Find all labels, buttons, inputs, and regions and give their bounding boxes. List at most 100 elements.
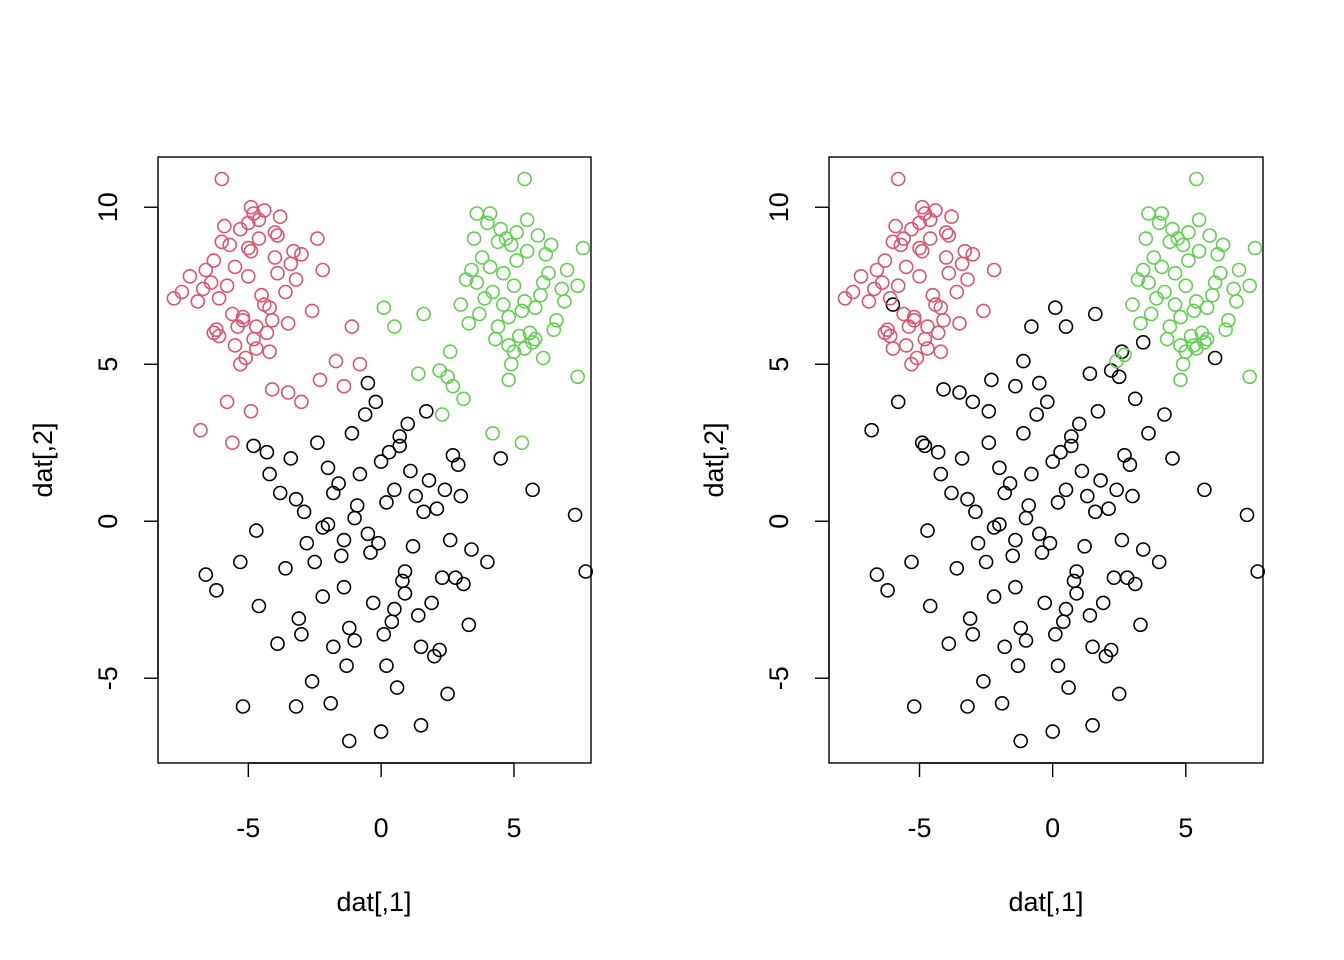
point-left-group2-25 — [225, 306, 240, 322]
point-left-group1-24 — [400, 416, 416, 432]
point-left-group3-19 — [533, 287, 548, 303]
point-left-group3-51 — [387, 319, 402, 334]
point-right-group1-98 — [952, 385, 967, 400]
point-left-group1-4 — [360, 526, 376, 542]
point-left-group3-55 — [442, 344, 458, 360]
point-left-group2-57 — [280, 385, 296, 400]
point-left-group3-43 — [557, 294, 572, 309]
point-right-group1-40 — [922, 598, 938, 614]
point-right-group3-16 — [1154, 259, 1170, 275]
point-right-group3-42 — [1125, 297, 1140, 312]
point-right-group1-114 — [1135, 334, 1151, 350]
point-right-group3-48 — [1138, 231, 1154, 246]
point-right-group1-88 — [1119, 570, 1135, 586]
point-left-group1-58 — [363, 545, 378, 560]
x-axis-right: -5 0 5 — [908, 762, 1193, 843]
point-left-group1-85 — [246, 438, 261, 454]
point-left-group1-43 — [209, 582, 224, 598]
point-left-group1-79 — [387, 601, 402, 617]
point-left-group1-76 — [360, 375, 376, 391]
point-right-group1-46 — [1250, 564, 1265, 579]
point-left-group1-13 — [336, 579, 352, 595]
point-right-group1-68 — [1042, 535, 1058, 551]
point-right-group1-12 — [1114, 532, 1130, 548]
point-right-group1-112 — [1088, 306, 1103, 322]
point-left-group3-64 — [503, 356, 519, 372]
point-right-group1-107 — [1082, 366, 1098, 382]
point-left-group2-11 — [267, 250, 283, 265]
point-right-group2-58 — [885, 341, 901, 356]
point-left-group2-64 — [310, 231, 325, 246]
point-left-group3-37 — [538, 247, 554, 262]
point-left-group3-33 — [570, 278, 586, 294]
point-right-group3-12 — [1141, 275, 1156, 290]
point-left-group2-19 — [195, 281, 211, 297]
x-tick-label-right-2: 5 — [1178, 813, 1193, 843]
point-right-group2-39 — [888, 218, 903, 234]
point-right-group2-42 — [976, 303, 991, 319]
point-right-group1-9 — [1069, 564, 1084, 579]
point-right-group1-54 — [1111, 686, 1127, 702]
point-right-group3-38 — [1133, 316, 1148, 331]
point-left-group1-37 — [270, 636, 285, 652]
point-right-group2-7 — [941, 265, 957, 281]
point-right-group3-22 — [1146, 250, 1162, 265]
point-right-group1-36 — [1085, 639, 1100, 655]
point-right-group2-1 — [925, 287, 941, 303]
point-left-group1-90 — [336, 532, 352, 548]
point-right-group2-50 — [986, 262, 1002, 278]
point-left-group3-56 — [456, 391, 471, 407]
point-right-group3-32 — [1151, 215, 1167, 231]
point-right-group2-8 — [882, 290, 898, 306]
point-right-group1-50 — [960, 699, 975, 714]
point-left-group1-89 — [347, 633, 362, 648]
point-right-group3-39 — [1181, 225, 1196, 240]
point-right-group3-29 — [1202, 228, 1217, 243]
point-right-group3-5 — [1181, 253, 1196, 268]
point-right-group2-37 — [869, 262, 885, 278]
point-left-group1-11 — [288, 491, 304, 507]
y-axis-label-left: dat[,2] — [28, 422, 58, 497]
point-left-group1-54 — [440, 686, 455, 702]
point-left-group1-49 — [248, 523, 264, 538]
point-right-group3-36 — [1167, 297, 1183, 312]
point-left-group3-11 — [541, 265, 556, 281]
x-axis-label-right: dat[,1] — [1008, 887, 1083, 917]
point-left-group1-7 — [307, 554, 323, 570]
y-tick-label-left-2: 5 — [93, 357, 123, 372]
point-left-group2-59 — [214, 171, 230, 187]
point-left-group2-46 — [270, 228, 285, 243]
point-left-group1-26 — [410, 608, 426, 623]
point-right-group2-11 — [938, 250, 954, 265]
point-right-group1-71 — [1069, 586, 1084, 601]
point-right-group2-0 — [912, 268, 927, 284]
point-right-group1-84 — [1109, 482, 1124, 498]
point-right-group3-15 — [1221, 312, 1236, 328]
point-left-group2-0 — [241, 268, 256, 284]
point-left-group3-42 — [453, 297, 469, 312]
point-left-group1-14 — [373, 454, 389, 469]
point-left-group2-38 — [280, 316, 296, 331]
point-left-group2-60 — [193, 422, 208, 438]
point-left-group2-69 — [235, 312, 251, 328]
y-tick-label-right-0: -5 — [764, 666, 794, 690]
point-left-group3-16 — [482, 259, 498, 275]
point-right-group1-47 — [869, 567, 885, 582]
point-left-group1-56 — [304, 674, 320, 689]
point-left-group1-12 — [442, 532, 458, 548]
point-left-group1-41 — [389, 680, 405, 695]
point-left-group3-52 — [410, 366, 426, 382]
point-left-group1-69 — [408, 488, 424, 504]
point-right-group1-27 — [1029, 407, 1044, 422]
point-right-group1-103 — [914, 435, 930, 451]
point-left-group3-50 — [376, 300, 392, 316]
point-left-group1-28 — [464, 542, 479, 557]
point-left-group1-74 — [272, 485, 288, 501]
point-left-group2-22 — [214, 234, 230, 250]
point-right-group3-13 — [1183, 328, 1199, 344]
point-left-group2-15 — [259, 325, 275, 341]
point-left-group2-20 — [233, 221, 248, 237]
point-right-group1-111 — [1127, 391, 1143, 407]
